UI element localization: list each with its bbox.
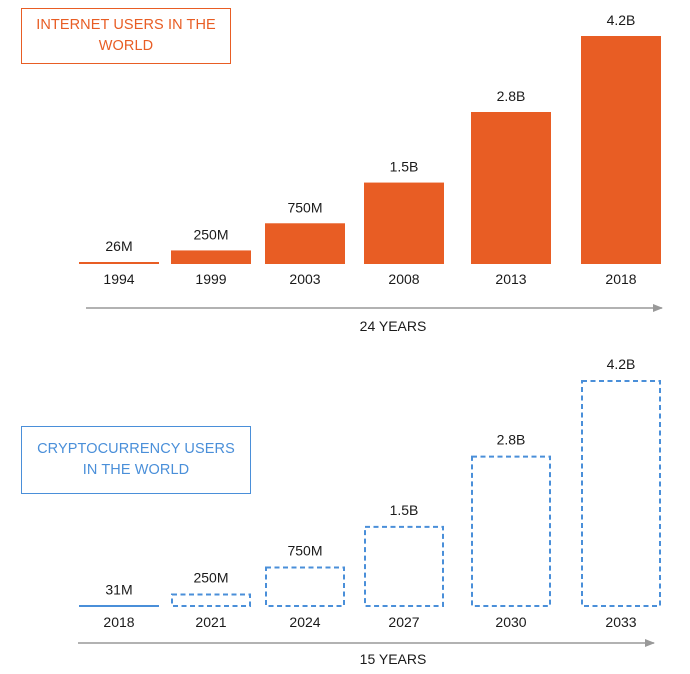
internet-value-label-2003: 750M [287, 199, 322, 215]
crypto-duration-label: 15 YEARS [360, 651, 427, 667]
internet-chart-title: INTERNET USERS IN THE WORLD [21, 8, 231, 64]
internet-category-label-2013: 2013 [495, 271, 526, 287]
internet-value-label-1999: 250M [193, 226, 228, 242]
internet-bar-1994 [79, 262, 159, 264]
crypto-category-label-2024: 2024 [289, 614, 320, 630]
crypto-value-label-2027: 1.5B [390, 502, 419, 518]
crypto-chart-title: CRYPTOCURRENCY USERS IN THE WORLD [21, 426, 251, 494]
crypto-category-label-2033: 2033 [605, 614, 636, 630]
internet-value-label-2013: 2.8B [497, 88, 526, 104]
crypto-value-label-2033: 4.2B [607, 356, 636, 372]
crypto-value-label-2030: 2.8B [497, 432, 526, 448]
internet-bar-1999 [171, 250, 251, 264]
internet-bar-2008 [364, 182, 444, 264]
crypto-category-label-2021: 2021 [195, 614, 226, 630]
internet-value-label-2018: 4.2B [607, 12, 636, 28]
crypto-bar-2024 [265, 566, 345, 608]
internet-category-label-1999: 1999 [195, 271, 226, 287]
internet-value-label-2008: 1.5B [390, 159, 419, 175]
crypto-value-label-2024: 750M [287, 542, 322, 558]
internet-category-label-1994: 1994 [103, 271, 134, 287]
crypto-category-label-2030: 2030 [495, 614, 526, 630]
crypto-bar-2021 [171, 593, 251, 608]
internet-category-label-2003: 2003 [289, 271, 320, 287]
crypto-category-label-2027: 2027 [388, 614, 419, 630]
crypto-value-label-2018: 31M [105, 581, 132, 597]
internet-bar-2013 [471, 112, 551, 264]
crypto-bar-2033 [581, 380, 661, 607]
crypto-bar-2030 [471, 455, 551, 607]
crypto-value-label-2021: 250M [193, 569, 228, 585]
internet-category-label-2018: 2018 [605, 271, 636, 287]
internet-value-label-1994: 26M [105, 238, 132, 254]
crypto-bar-2027 [364, 525, 444, 608]
internet-bar-2018 [581, 36, 661, 264]
internet-duration-label: 24 YEARS [360, 318, 427, 334]
internet-bar-2003 [265, 223, 345, 264]
internet-category-label-2008: 2008 [388, 271, 419, 287]
crypto-category-label-2018: 2018 [103, 614, 134, 630]
